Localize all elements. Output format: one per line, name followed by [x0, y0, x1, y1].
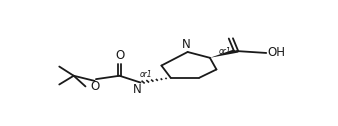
Polygon shape: [210, 50, 239, 58]
Text: or1: or1: [139, 70, 152, 79]
Text: N: N: [182, 38, 191, 51]
Text: OH: OH: [268, 46, 286, 59]
Text: O: O: [91, 80, 100, 93]
Text: or1: or1: [218, 46, 231, 56]
Text: O: O: [115, 49, 124, 62]
Text: N: N: [133, 83, 142, 96]
